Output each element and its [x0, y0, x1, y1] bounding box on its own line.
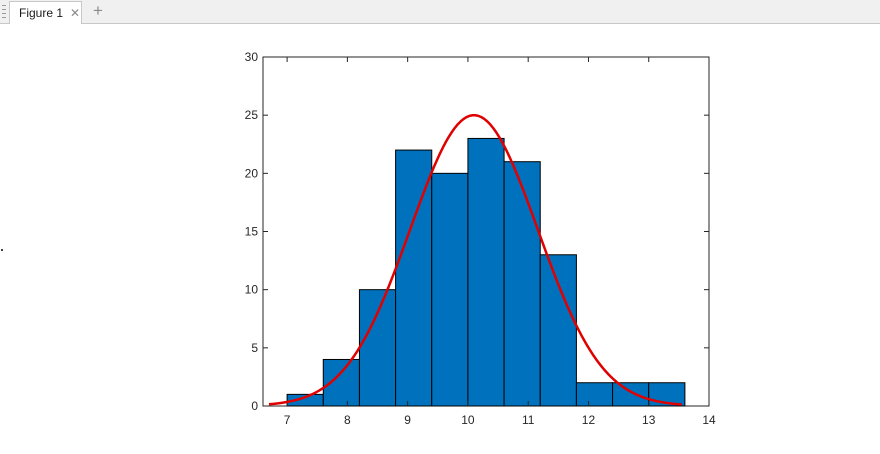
- histogram-bar: [431, 172, 469, 407]
- figure-area: 7 8 9 10 11 12 13 14 0 5 10 15 20 25 30: [0, 24, 880, 454]
- y-tick-label: 15: [245, 225, 259, 239]
- y-tick-label: 10: [245, 283, 259, 297]
- y-tick-label: 0: [251, 399, 258, 413]
- tab-label: Figure 1: [19, 6, 64, 20]
- y-tick-label: 30: [245, 50, 259, 64]
- close-icon[interactable]: ✕: [70, 6, 81, 20]
- y-tick-label: 25: [245, 108, 259, 122]
- histogram-bar: [467, 137, 505, 407]
- histogram-bar: [358, 289, 397, 407]
- x-tick-label: 14: [702, 413, 716, 427]
- histogram-bar: [395, 149, 433, 407]
- histogram-plot: 7 8 9 10 11 12 13 14 0 5 10 15 20 25 30: [245, 50, 716, 427]
- edge-marker: [1, 249, 3, 251]
- histogram-bar: [575, 382, 614, 407]
- x-tick-label: 10: [461, 413, 475, 427]
- drag-grip-icon[interactable]: [2, 5, 6, 18]
- x-tick-label: 9: [404, 413, 411, 427]
- tab-figure-1[interactable]: Figure 1 ✕: [9, 1, 82, 24]
- y-tick-label: 20: [245, 166, 259, 180]
- x-tick-label: 7: [284, 413, 291, 427]
- tab-bar: Figure 1 ✕ +: [0, 0, 880, 24]
- x-tick-label: 8: [344, 413, 351, 427]
- x-tick-label: 11: [522, 413, 535, 427]
- x-tick-label: 12: [582, 413, 596, 427]
- histogram-bar: [612, 382, 650, 407]
- y-tick-label: 5: [251, 341, 258, 355]
- histogram-bar: [503, 161, 541, 407]
- histogram-bar: [539, 254, 577, 407]
- plus-icon[interactable]: +: [93, 1, 103, 20]
- x-tick-label: 13: [642, 413, 656, 427]
- normal-fit-curve: [268, 113, 682, 406]
